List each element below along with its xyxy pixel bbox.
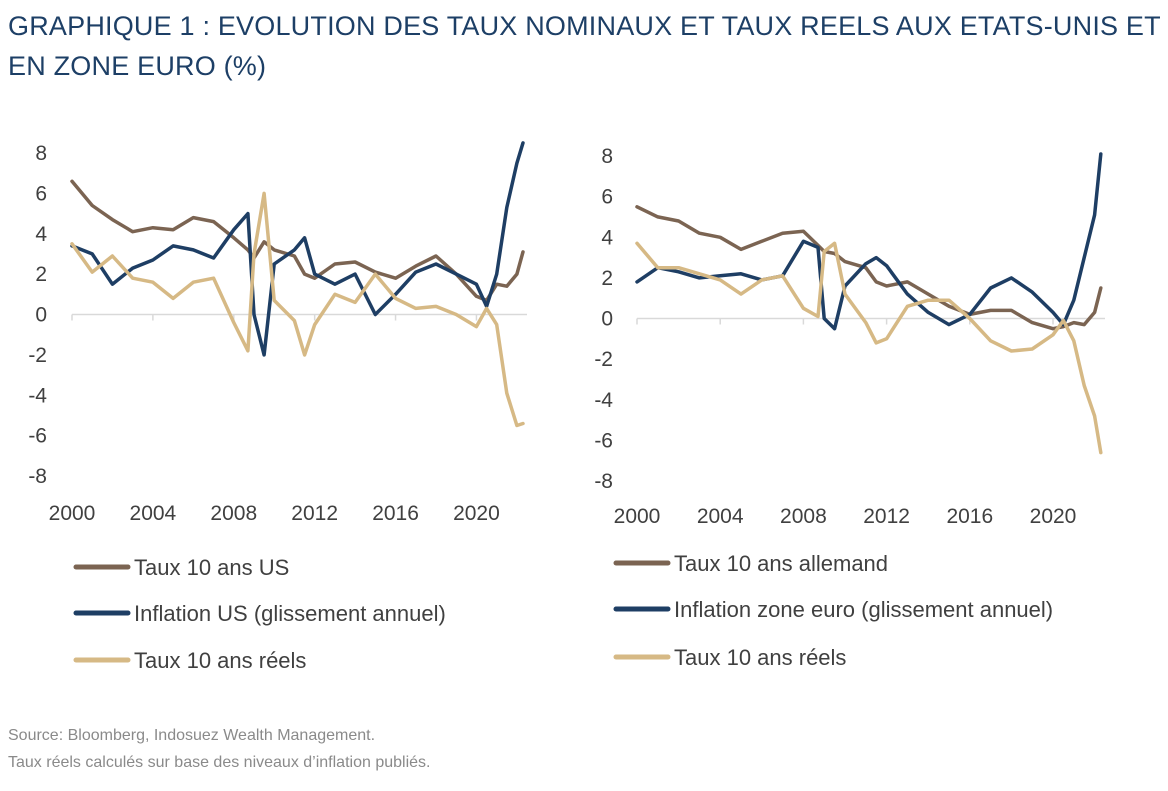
y-tick-label: -8: [594, 470, 613, 493]
y-tick-label: -4: [594, 389, 613, 412]
chart-title: GRAPHIQUE 1 : EVOLUTION DES TAUX NOMINAU…: [8, 11, 1161, 81]
y-tick-label: -2: [28, 344, 47, 367]
source-line-1: Source: Bloomberg, Indosuez Wealth Manag…: [8, 727, 376, 744]
y-tick-label: 8: [35, 142, 47, 165]
series-line-1: [70, 141, 525, 357]
series-line-0: [635, 205, 1103, 331]
legend-label: Taux 10 ans réels: [134, 648, 306, 673]
legend-label: Inflation zone euro (glissement annuel): [674, 597, 1053, 622]
legend-label: Taux 10 ans réels: [674, 645, 846, 670]
x-tick-label: 2000: [49, 502, 96, 525]
x-tick-label: 2016: [946, 505, 993, 528]
x-tick-label: 2012: [291, 502, 338, 525]
y-tick-label: 6: [601, 186, 613, 209]
y-tick-label: 2: [601, 267, 613, 290]
y-tick-label: -6: [28, 425, 47, 448]
y-tick-label: -8: [28, 465, 47, 488]
series-line-2: [70, 191, 525, 428]
source-note: Source: Bloomberg, Indosuez Wealth Manag…: [8, 722, 430, 776]
y-tick-label: 4: [35, 223, 47, 246]
y-tick-label: -6: [594, 429, 613, 452]
y-tick-label: 4: [601, 226, 613, 249]
legend-label: Taux 10 ans US: [134, 555, 289, 580]
chart-euro-zone: 2000 2004 2008 2012 2016 2020 8 6 4 2 0 -2 -4 -6 -8 Tau…: [594, 145, 1105, 670]
series-line-1: [635, 152, 1103, 331]
y-tick-label: -4: [28, 384, 47, 407]
series-line-2: [635, 241, 1103, 455]
y-tick-label: 2: [35, 263, 47, 286]
legend-label: Inflation US (glissement annuel): [134, 601, 446, 626]
y-tick-label: -2: [594, 348, 613, 371]
x-tick-label: 2020: [453, 502, 500, 525]
y-tick-label: 6: [35, 182, 47, 205]
legend-label: Taux 10 ans allemand: [674, 551, 888, 576]
source-line-2: Taux réels calculés sur base des niveaux…: [8, 754, 431, 771]
x-tick-label: 2000: [614, 505, 661, 528]
x-tick-label: 2004: [130, 502, 177, 525]
y-tick-label: 0: [601, 308, 613, 331]
chart-us: 2000 2004 2008 2012 2016 2020 8 6 4 2 0 -2 -4 -6 -8 Tau…: [28, 141, 527, 673]
x-tick-label: 2004: [697, 505, 744, 528]
y-tick-label: 8: [601, 145, 613, 168]
x-tick-label: 2016: [372, 502, 419, 525]
series-line-0: [70, 179, 525, 303]
x-tick-label: 2008: [780, 505, 827, 528]
x-tick-label: 2012: [863, 505, 910, 528]
x-tick-label: 2020: [1030, 505, 1077, 528]
y-tick-label: 0: [35, 304, 47, 327]
x-tick-label: 2008: [210, 502, 257, 525]
